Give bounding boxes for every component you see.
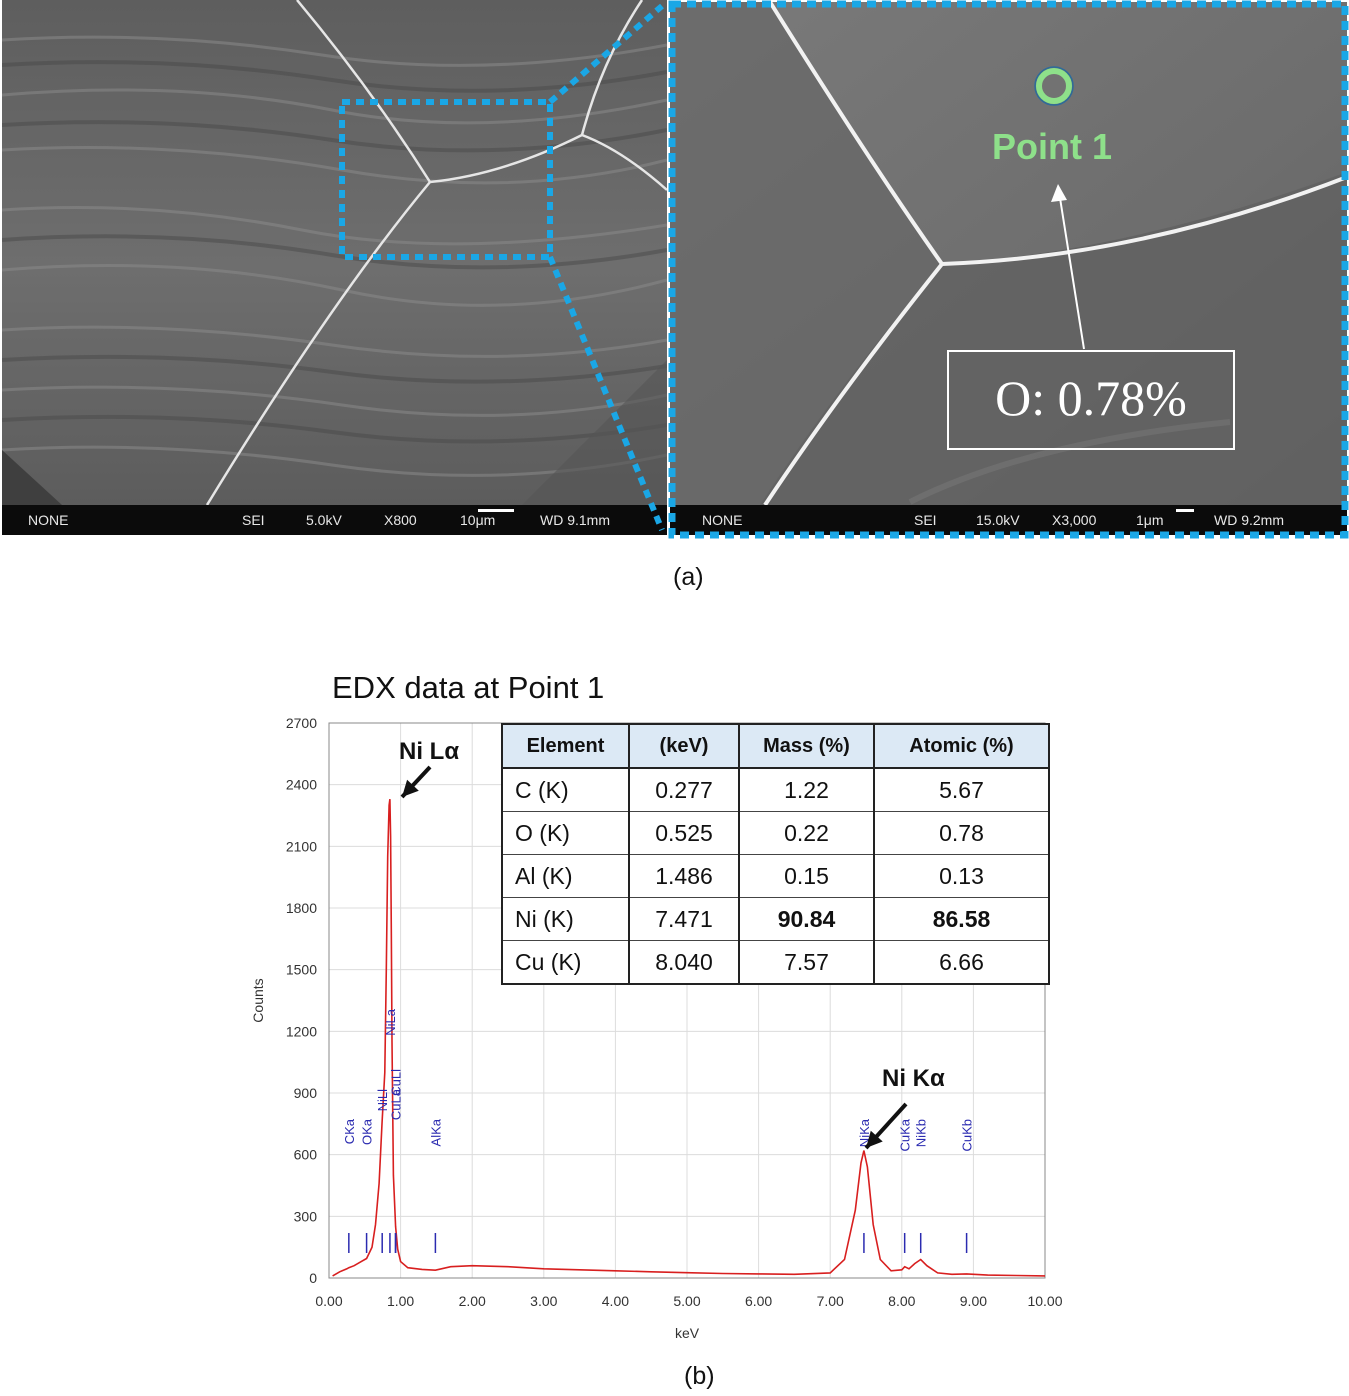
header-element: Element (501, 723, 630, 769)
magnification-label: X800 (384, 512, 417, 528)
cell-mass: 0.15 (738, 854, 875, 898)
peak-marker-label: CuLa (389, 1088, 404, 1120)
scale-bar (478, 509, 514, 512)
y-tick-label: 2700 (286, 715, 317, 731)
table-row: Ni (K) 7.471 90.84 86.58 (501, 897, 1050, 941)
scale-bar (1176, 509, 1194, 512)
edx-composition-table: Element (keV) Mass (%) Atomic (%) C (K) … (501, 723, 1050, 985)
cell-kev: 1.486 (628, 854, 740, 898)
sem-zoomed-micrograph (670, 2, 1347, 535)
sem-image-overview: NONE SEI 5.0kV X800 10μm WD 9.1mm (2, 0, 667, 535)
sem-image-zoomed: NONE SEI 15.0kV X3,000 1μm WD 9.2mm Poin… (670, 2, 1347, 535)
cell-kev: 0.525 (628, 811, 740, 855)
x-tick-label: 3.00 (530, 1293, 557, 1309)
caption-a: (a) (673, 563, 704, 591)
table-row: Cu (K) 8.040 7.57 6.66 (501, 940, 1050, 985)
annotation-arrow-head (866, 1130, 883, 1148)
x-tick-label: 1.00 (387, 1293, 414, 1309)
y-tick-label: 2400 (286, 777, 317, 793)
cell-mass: 90.84 (738, 897, 875, 941)
y-tick-label: 1800 (286, 900, 317, 916)
scale-label: 10μm (460, 512, 496, 528)
x-tick-label: 9.00 (960, 1293, 987, 1309)
table-row: Al (K) 1.486 0.15 0.13 (501, 854, 1050, 898)
x-tick-label: 7.00 (817, 1293, 844, 1309)
header-mass: Mass (%) (738, 723, 875, 769)
peak-marker-label: CuLl (389, 1069, 404, 1096)
voltage-label: 5.0kV (306, 512, 342, 528)
cell-atomic: 5.67 (873, 767, 1050, 812)
sem-info-bar: NONE SEI 5.0kV X800 10μm WD 9.1mm (2, 505, 667, 535)
y-axis-label: Counts (250, 978, 266, 1022)
cell-atomic: 0.13 (873, 854, 1050, 898)
cell-kev: 7.471 (628, 897, 740, 941)
peak-marker-label: CKa (342, 1118, 357, 1144)
annotation-arrow (400, 765, 432, 799)
peak-marker-label: NiLl (375, 1089, 390, 1112)
cell-element: O (K) (501, 811, 630, 855)
mode-label: SEI (242, 512, 265, 528)
header-atomic: Atomic (%) (873, 723, 1050, 769)
x-tick-label: 4.00 (602, 1293, 629, 1309)
cell-atomic: 0.78 (873, 811, 1050, 855)
y-tick-label: 1200 (286, 1023, 317, 1039)
caption-b: (b) (684, 1362, 715, 1390)
x-tick-label: 2.00 (459, 1293, 486, 1309)
peak-annotation: Ni Kα (882, 1065, 945, 1092)
mode-label: SEI (914, 512, 937, 528)
peak-annotation: Ni Lα (399, 738, 459, 765)
signal-label: NONE (702, 512, 743, 528)
peak-marker-label: CuKb (960, 1119, 975, 1152)
cell-kev: 8.040 (628, 940, 740, 985)
cell-element: Al (K) (501, 854, 630, 898)
x-tick-label: 10.00 (1027, 1293, 1062, 1309)
cell-mass: 0.22 (738, 811, 875, 855)
peak-marker-label: NiKb (914, 1119, 929, 1147)
cell-atomic: 86.58 (873, 897, 1050, 941)
x-tick-label: 5.00 (673, 1293, 700, 1309)
y-tick-label: 900 (294, 1085, 318, 1101)
annotation-arrow (864, 1102, 908, 1150)
signal-label: NONE (28, 512, 69, 528)
cell-atomic: 6.66 (873, 940, 1050, 985)
y-tick-label: 600 (294, 1147, 318, 1163)
x-tick-label: 8.00 (888, 1293, 915, 1309)
peak-marker-label: NiKa (857, 1118, 872, 1147)
peak-marker-label: OKa (360, 1118, 375, 1145)
working-distance-label: WD 9.2mm (1214, 512, 1284, 528)
y-tick-label: 2100 (286, 838, 317, 854)
y-tick-label: 1500 (286, 962, 317, 978)
header-kev: (keV) (628, 723, 740, 769)
x-tick-label: 0.00 (315, 1293, 342, 1309)
cell-mass: 7.57 (738, 940, 875, 985)
cell-element: C (K) (501, 767, 630, 812)
voltage-label: 15.0kV (976, 512, 1020, 528)
peak-marker-label: CuKa (898, 1118, 913, 1151)
cell-mass: 1.22 (738, 767, 875, 812)
point-1-label: Point 1 (992, 126, 1113, 167)
oxygen-result-box: O: 0.78% (947, 350, 1235, 450)
annotation-arrow-head (402, 779, 419, 797)
chart-title: EDX data at Point 1 (332, 670, 605, 705)
x-tick-label: 6.00 (745, 1293, 772, 1309)
sem-info-bar: NONE SEI 15.0kV X3,000 1μm WD 9.2mm (670, 505, 1347, 535)
y-tick-label: 0 (309, 1270, 317, 1286)
table-row: C (K) 0.277 1.22 5.67 (501, 767, 1050, 812)
scale-label: 1μm (1136, 512, 1164, 528)
y-tick-label: 300 (294, 1208, 318, 1224)
table-header-row: Element (keV) Mass (%) Atomic (%) (501, 723, 1050, 769)
cell-element: Ni (K) (501, 897, 630, 941)
sem-overview-micrograph (2, 0, 667, 535)
cell-element: Cu (K) (501, 940, 630, 985)
peak-marker-label: NiLa (383, 1008, 398, 1036)
magnification-label: X3,000 (1052, 512, 1097, 528)
cell-kev: 0.277 (628, 767, 740, 812)
peak-marker-label: AlKa (428, 1118, 443, 1146)
working-distance-label: WD 9.1mm (540, 512, 610, 528)
x-axis-label: keV (675, 1325, 700, 1341)
table-row: O (K) 0.525 0.22 0.78 (501, 811, 1050, 855)
